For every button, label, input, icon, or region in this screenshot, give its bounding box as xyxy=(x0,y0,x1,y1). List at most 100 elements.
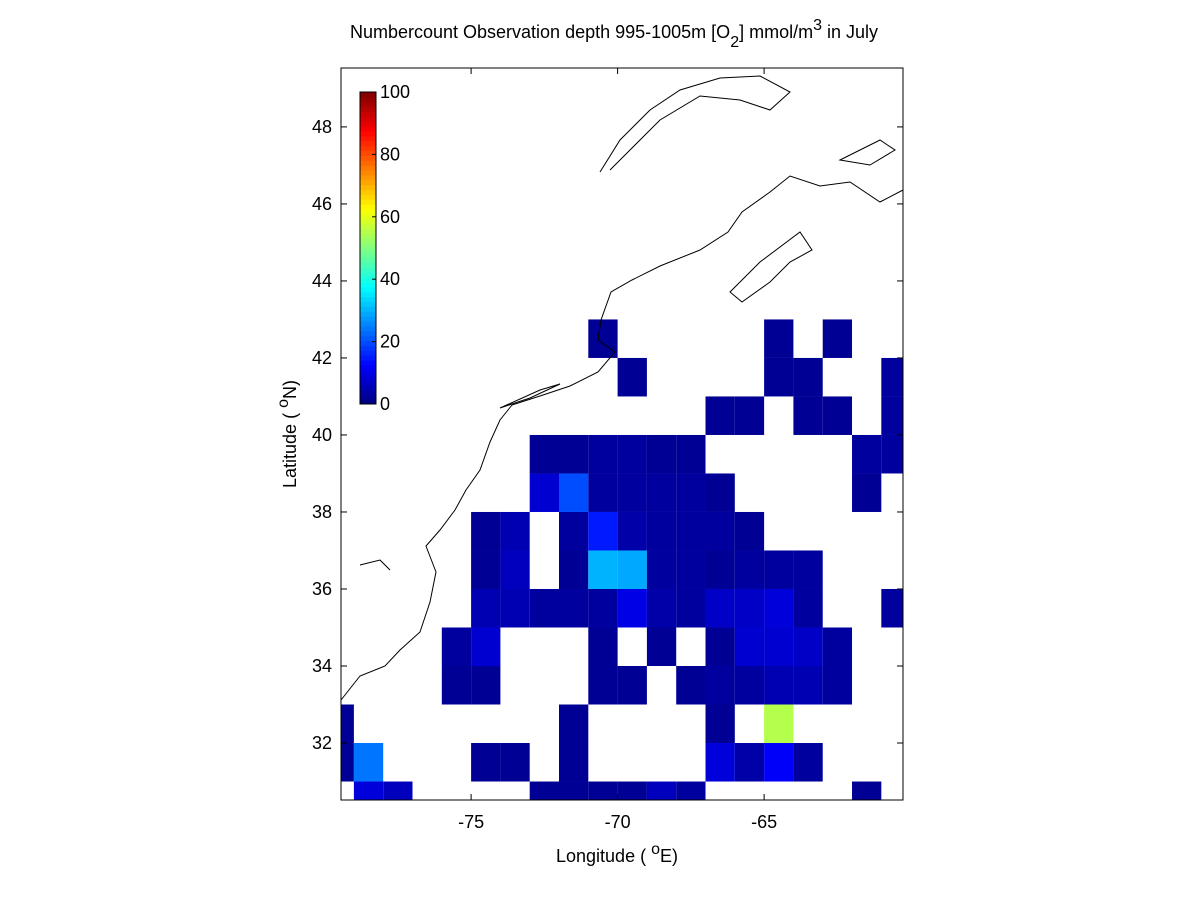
colorbar-swatch xyxy=(360,311,376,317)
cell xyxy=(676,588,706,628)
cell xyxy=(588,511,618,551)
cell xyxy=(676,473,706,512)
colorbar-swatch xyxy=(360,301,376,307)
axes: -75 -70 -65 32 34 36 38 40 42 44 46 48 0 20 40 60 80 100 xyxy=(312,68,903,832)
cell xyxy=(559,473,589,512)
cell xyxy=(676,511,706,551)
colorbar-tick-label: 40 xyxy=(380,269,400,289)
cell xyxy=(705,627,735,666)
colorbar-swatch xyxy=(360,160,376,166)
cell xyxy=(500,511,530,551)
colorbar-swatch xyxy=(360,116,376,122)
cell xyxy=(705,704,735,744)
title-part: in July xyxy=(822,22,878,42)
colorbar-swatch xyxy=(360,165,376,171)
cell xyxy=(793,550,823,589)
cell xyxy=(588,473,618,512)
colorbar-swatch xyxy=(360,204,376,210)
cell xyxy=(559,704,589,744)
plot-frame xyxy=(340,67,904,801)
colorbar-tick-label: 80 xyxy=(380,144,400,164)
colorbar-swatch xyxy=(360,135,376,142)
colorbar-swatch xyxy=(360,111,376,117)
cell xyxy=(764,319,794,358)
colorbar-swatch xyxy=(360,194,376,200)
cell xyxy=(764,627,794,666)
cell xyxy=(705,665,735,705)
cell xyxy=(764,357,794,397)
colorbar-tick-label: 100 xyxy=(380,82,410,102)
colorbar-swatch xyxy=(360,272,376,278)
title-part: ] mmol/m xyxy=(739,22,813,42)
cell xyxy=(617,588,647,628)
cell xyxy=(500,588,530,628)
cell xyxy=(559,781,589,800)
cell xyxy=(471,588,501,628)
x-tick-label: -70 xyxy=(605,812,631,832)
ylabel-part: o xyxy=(275,399,292,408)
cell xyxy=(559,434,589,474)
y-tick-label: 48 xyxy=(312,117,332,137)
colorbar-tick-label: 20 xyxy=(380,332,400,352)
colorbar-swatch xyxy=(360,350,376,356)
colorbar-tick-label: 60 xyxy=(380,207,400,227)
cell xyxy=(471,511,501,551)
cell xyxy=(734,511,765,551)
colorbar-swatch xyxy=(360,126,376,132)
y-tick-label: 40 xyxy=(312,425,332,445)
y-tick-label: 44 xyxy=(312,271,332,291)
colorbar-swatch xyxy=(360,248,376,254)
cell xyxy=(353,781,384,800)
cell xyxy=(764,704,794,744)
colorbar-swatch xyxy=(360,330,376,337)
colorbar-swatch xyxy=(360,150,376,156)
cell xyxy=(764,550,794,589)
colorbar-swatch xyxy=(360,145,376,151)
cell xyxy=(617,357,647,397)
colorbar-swatch xyxy=(360,218,376,225)
cell xyxy=(793,357,823,397)
colorbar-swatch xyxy=(360,101,376,108)
colorbar-swatch xyxy=(360,252,376,259)
colorbar-swatch xyxy=(360,326,376,332)
x-axis-label: Longitude ( oE) xyxy=(556,841,678,867)
colorbar-swatch xyxy=(360,360,376,366)
title-part: 2 xyxy=(730,34,739,51)
colorbar-swatch xyxy=(360,170,376,176)
cell xyxy=(852,781,882,800)
cell xyxy=(646,473,677,512)
cell xyxy=(441,627,472,666)
cell xyxy=(764,665,794,705)
cell xyxy=(676,665,706,705)
colorbar-swatch xyxy=(360,384,376,390)
cell xyxy=(793,743,823,782)
colorbar-swatch xyxy=(360,228,376,234)
y-tick-label: 38 xyxy=(312,502,332,522)
cell xyxy=(353,743,384,782)
cell xyxy=(881,434,903,474)
cell xyxy=(500,743,530,782)
cell xyxy=(705,588,735,628)
cell xyxy=(705,473,735,512)
colorbar-frame xyxy=(359,91,377,405)
cell xyxy=(529,473,560,512)
cell xyxy=(734,396,765,435)
cell xyxy=(705,511,735,551)
cell xyxy=(529,434,560,474)
cell xyxy=(441,665,472,705)
y-tick-label: 34 xyxy=(312,656,332,676)
cell xyxy=(559,511,589,551)
colorbar-swatch xyxy=(360,399,376,405)
cell xyxy=(646,781,677,800)
cell xyxy=(559,743,589,782)
xlabel-part: E) xyxy=(660,846,678,866)
colorbar-swatch xyxy=(360,262,376,268)
colorbar-swatch xyxy=(360,340,376,346)
colorbar-swatch xyxy=(360,223,376,229)
cell xyxy=(793,588,823,628)
colorbar-swatch xyxy=(360,296,376,303)
colorbar-swatch xyxy=(360,155,376,161)
colorbar-swatch xyxy=(360,174,376,181)
cell xyxy=(471,665,501,705)
